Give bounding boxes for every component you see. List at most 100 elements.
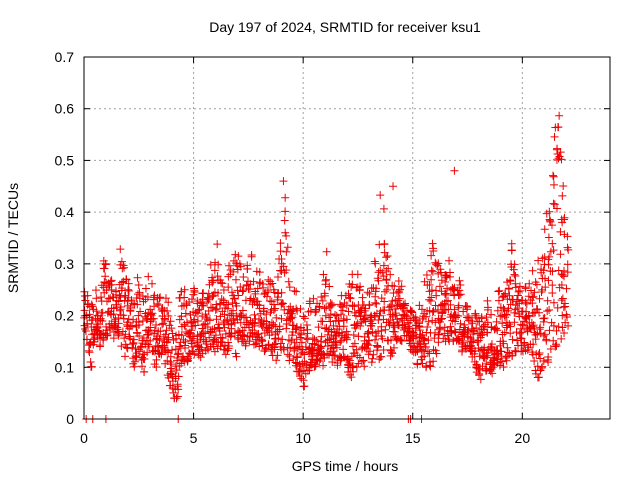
- data-point: [85, 310, 94, 319]
- data-point: [99, 336, 108, 345]
- x-tick-label: 20: [515, 430, 531, 446]
- data-point: [528, 348, 537, 357]
- data-point: [432, 349, 441, 358]
- data-point: [373, 343, 382, 352]
- data-point: [205, 333, 214, 342]
- data-point: [218, 334, 227, 343]
- data-point: [545, 305, 554, 314]
- data-point: [427, 266, 436, 275]
- data-point: [160, 315, 169, 324]
- data-point: [191, 321, 200, 330]
- x-tick-label: 5: [190, 430, 198, 446]
- data-point: [224, 341, 233, 350]
- data-point: [404, 322, 413, 331]
- data-point: [423, 347, 432, 356]
- data-point: [429, 357, 438, 366]
- data-point: [264, 341, 273, 350]
- data-point: [376, 352, 385, 361]
- data-point: [241, 339, 250, 348]
- data-point: [363, 340, 372, 349]
- data-point: [113, 323, 122, 332]
- data-point: [117, 278, 126, 287]
- data-point: [415, 322, 424, 331]
- data-point: [87, 300, 96, 309]
- data-point: [498, 357, 507, 366]
- data-point: [89, 337, 98, 346]
- data-point: [146, 336, 155, 345]
- data-point: [435, 282, 444, 291]
- data-point: [275, 325, 284, 334]
- data-point: [253, 284, 262, 293]
- data-point: [277, 254, 286, 263]
- data-point: [239, 272, 248, 281]
- data-point: [366, 347, 375, 356]
- data-point: [144, 340, 153, 349]
- data-point: [420, 335, 429, 344]
- data-point: [230, 294, 239, 303]
- data-point: [210, 266, 219, 275]
- data-point: [326, 317, 335, 326]
- data-point: [472, 360, 481, 369]
- data-point: [352, 363, 361, 372]
- data-point: [436, 318, 445, 327]
- data-point: [297, 349, 306, 358]
- data-point: [133, 273, 142, 282]
- data-point: [175, 342, 184, 351]
- data-point: [232, 301, 241, 310]
- data-point: [426, 362, 435, 371]
- y-tick-label: 0.5: [55, 152, 75, 168]
- data-point: [349, 331, 358, 340]
- data-point: [511, 347, 520, 356]
- data-point: [367, 358, 376, 367]
- data-point: [543, 296, 552, 305]
- data-point: [369, 350, 378, 359]
- data-point: [382, 253, 391, 262]
- data-point: [187, 326, 196, 335]
- data-point: [238, 306, 247, 315]
- data-point: [545, 216, 554, 225]
- data-point: [555, 111, 564, 120]
- data-point: [395, 294, 404, 303]
- data-point: [461, 301, 470, 310]
- data-point: [277, 300, 286, 309]
- data-point: [441, 271, 450, 280]
- data-point: [81, 327, 90, 336]
- data-point: [408, 308, 417, 317]
- data-point: [530, 356, 539, 365]
- data-point: [549, 298, 558, 307]
- data-point: [172, 394, 181, 403]
- data-point: [127, 296, 136, 305]
- data-point: [286, 314, 295, 323]
- data-point: [510, 308, 519, 317]
- data-point: [425, 349, 434, 358]
- data-point: [455, 276, 464, 285]
- data-point: [540, 225, 549, 234]
- data-point: [559, 182, 568, 191]
- data-point: [240, 331, 249, 340]
- data-point: [365, 289, 374, 298]
- data-point: [262, 310, 271, 319]
- data-point: [174, 372, 183, 381]
- data-point: [430, 334, 439, 343]
- data-point: [556, 148, 565, 157]
- data-point: [209, 342, 218, 351]
- data-point: [539, 314, 548, 323]
- data-point: [231, 275, 240, 284]
- data-point: [357, 357, 366, 366]
- data-point: [121, 352, 130, 361]
- data-point: [371, 259, 380, 268]
- data-point: [227, 324, 236, 333]
- data-point: [194, 306, 203, 315]
- data-point: [511, 283, 520, 292]
- data-point: [442, 297, 451, 306]
- data-point: [196, 353, 205, 362]
- data-point: [548, 239, 557, 248]
- data-point: [562, 284, 571, 293]
- data-point: [364, 341, 373, 350]
- data-point: [400, 301, 409, 310]
- data-point: [224, 300, 233, 309]
- data-point: [277, 288, 286, 297]
- data-point: [442, 272, 451, 281]
- data-point: [136, 307, 145, 316]
- data-point: [292, 287, 301, 296]
